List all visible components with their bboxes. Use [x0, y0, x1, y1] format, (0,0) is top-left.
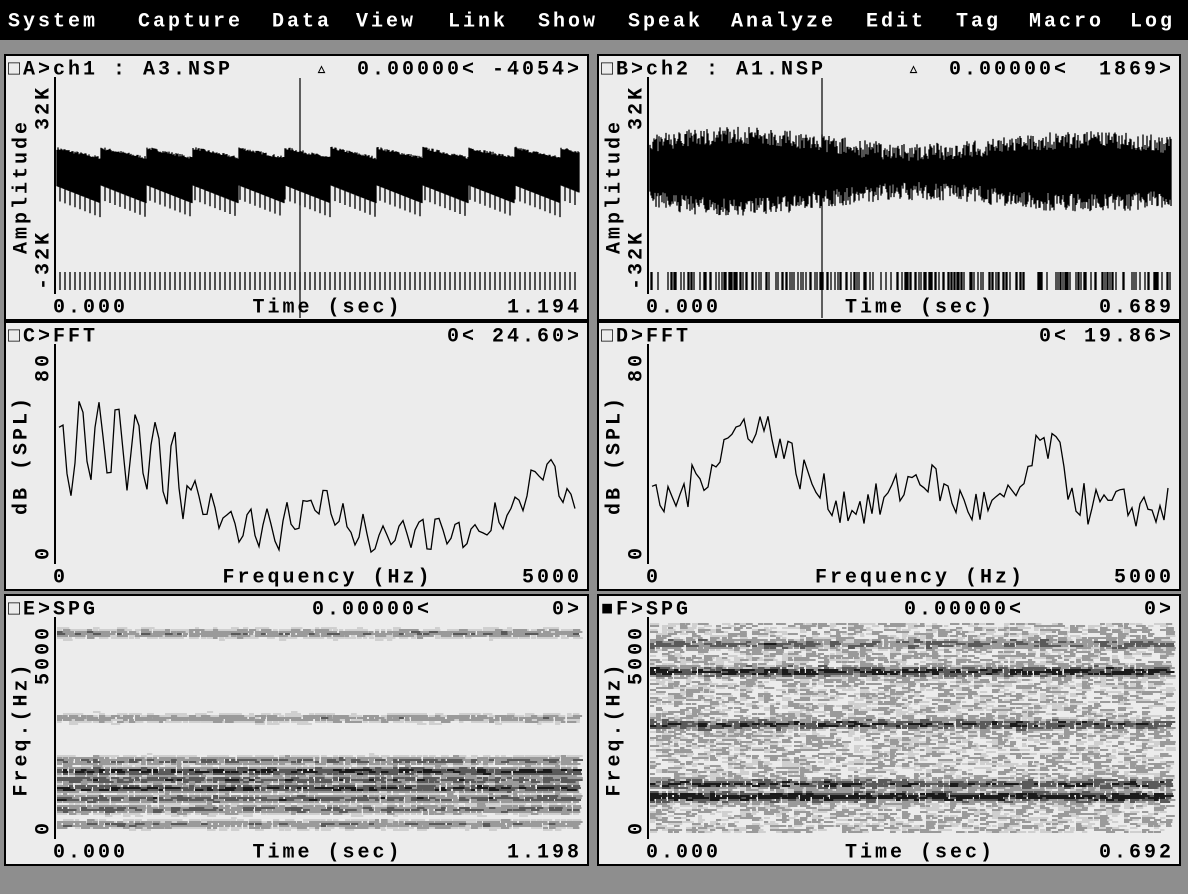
y-tick-label: 80 [32, 352, 55, 382]
readout: 0< [447, 325, 477, 348]
screen: System Capture Data View Link Show Speak Analyz… [0, 0, 1188, 894]
menu-item[interactable]: Log [1130, 10, 1175, 33]
y-tick-label: 0 [625, 545, 648, 560]
readout-value: 1869> [1099, 58, 1174, 81]
y-tick-label: 80 [625, 352, 648, 382]
menu-item[interactable]: Link [448, 10, 508, 33]
menu-item[interactable]: Show [538, 10, 598, 33]
panel-frame [598, 322, 1180, 590]
y-tick-label: 5000 [625, 625, 648, 685]
menu-item[interactable]: Data [272, 10, 332, 33]
x-axis-label: Frequency (Hz) [815, 566, 1025, 589]
readout: 0.00000< [312, 598, 432, 621]
x-axis-label: Time (sec) [845, 296, 995, 319]
readout: 0.00000< [949, 58, 1069, 81]
panel[interactable]: □C>FFT 24.60> 0< dB (SPL) 80 0 0 5000 Frequency … [5, 322, 588, 590]
menu-item[interactable]: Tag [956, 10, 1001, 33]
y-axis-label: Amplitude [10, 119, 33, 254]
cursor-marker: ▵ [315, 58, 330, 81]
panel-title: □C>FFT [8, 325, 98, 348]
menu-item[interactable]: System [8, 10, 98, 33]
panel-title: □E>SPG [8, 598, 98, 621]
menu-item[interactable]: Analyze [731, 10, 836, 33]
readout: 0< [1039, 325, 1069, 348]
x-tick-label: 5000 [1114, 566, 1174, 589]
panel-title: □B>ch2 : A1.NSP [601, 58, 826, 81]
x-tick-label: 0.692 [1099, 841, 1174, 864]
y-axis-label: dB (SPL) [10, 395, 33, 515]
menu-item[interactable]: Speak [628, 10, 703, 33]
x-tick-label: 1.194 [507, 296, 582, 319]
cursor-marker: ▵ [907, 58, 922, 81]
x-tick-label: 5000 [522, 566, 582, 589]
readout: 0.00000< [904, 598, 1024, 621]
panel[interactable]: ■F>SPG 0> 0.00000< Freq.(Hz)5000 0 0.000 0.692… [598, 595, 1180, 865]
menu-item[interactable]: Edit [866, 10, 926, 33]
y-tick-label: -32K [32, 230, 55, 290]
readout-value: 19.86> [1084, 325, 1174, 348]
x-tick-label: 0.689 [1099, 296, 1174, 319]
x-axis-label: Frequency (Hz) [222, 566, 432, 589]
panel[interactable]: □E>SPG 0> 0.00000< Freq.(Hz)5000 0 0.000 1.198… [5, 595, 588, 865]
panel-title: □D>FFT [601, 325, 691, 348]
x-tick-label: 0.000 [646, 841, 721, 864]
y-tick-label: 5000 [32, 625, 55, 685]
x-tick-label: 0.000 [53, 841, 128, 864]
y-axis-label: dB (SPL) [603, 395, 626, 515]
panel[interactable]: □B>ch2 : A1.NSP 1869> 0.00000< ▵ Amplitude32… [598, 55, 1180, 320]
y-tick-label: 0 [625, 820, 648, 835]
menu-item[interactable]: Macro [1029, 10, 1104, 33]
y-tick-label: 32K [625, 85, 648, 130]
readout-value: 0> [1144, 598, 1174, 621]
panel[interactable]: □D>FFT 19.86> 0< dB (SPL) 80 0 0 5000 Frequency … [598, 322, 1180, 590]
panel-title: ■F>SPG [601, 598, 691, 621]
y-axis-label: Freq.(Hz) [10, 661, 33, 796]
y-axis-label: Freq.(Hz) [603, 661, 626, 796]
x-tick-label: 0 [646, 566, 661, 589]
x-axis-label: Time (sec) [845, 841, 995, 864]
panel-title: □A>ch1 : A3.NSP [8, 58, 233, 81]
x-axis-label: Time (sec) [252, 296, 402, 319]
x-tick-label: 0 [53, 566, 68, 589]
y-tick-label: 0 [32, 545, 55, 560]
y-tick-label: 32K [32, 85, 55, 130]
readout: 0.00000< [357, 58, 477, 81]
x-tick-label: 0.000 [646, 296, 721, 319]
x-tick-label: 0.000 [53, 296, 128, 319]
menu-item[interactable]: View [356, 10, 416, 33]
x-axis-label: Time (sec) [252, 841, 402, 864]
x-tick-label: 1.198 [507, 841, 582, 864]
readout-value: 0> [552, 598, 582, 621]
readout-value: -4054> [492, 58, 582, 81]
y-tick-label: -32K [625, 230, 648, 290]
menu-item[interactable]: Capture [138, 10, 243, 33]
y-tick-label: 0 [32, 820, 55, 835]
y-axis-label: Amplitude [603, 119, 626, 254]
panel[interactable]: □A>ch1 : A3.NSP -4054> 0.00000< ▵ Amplitude3… [5, 55, 588, 320]
readout-value: 24.60> [492, 325, 582, 348]
